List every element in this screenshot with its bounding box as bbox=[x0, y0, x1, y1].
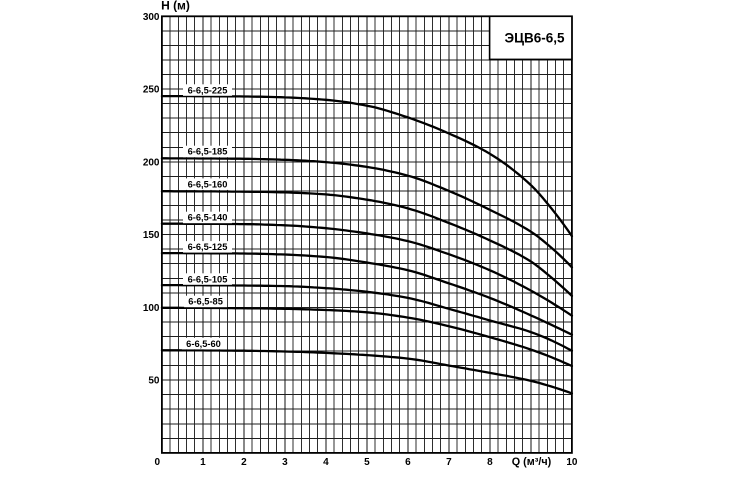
svg-text:6-6,5-125: 6-6,5-125 bbox=[188, 242, 228, 252]
svg-text:0: 0 bbox=[155, 457, 161, 468]
svg-text:6-6,5-60: 6-6,5-60 bbox=[186, 339, 221, 349]
svg-text:8: 8 bbox=[487, 457, 493, 468]
svg-text:6-6,5-105: 6-6,5-105 bbox=[188, 274, 228, 284]
svg-text:6-6,5-160: 6-6,5-160 bbox=[188, 179, 228, 189]
svg-text:6: 6 bbox=[405, 457, 411, 468]
svg-text:6-6,5-225: 6-6,5-225 bbox=[188, 85, 228, 95]
svg-text:300: 300 bbox=[143, 12, 160, 23]
svg-text:5: 5 bbox=[364, 457, 370, 468]
svg-text:7: 7 bbox=[446, 457, 452, 468]
svg-text:200: 200 bbox=[143, 157, 160, 168]
svg-text:Q (м³/ч): Q (м³/ч) bbox=[512, 456, 552, 468]
svg-text:250: 250 bbox=[143, 85, 160, 96]
svg-text:3: 3 bbox=[282, 457, 288, 468]
svg-text:1: 1 bbox=[200, 457, 206, 468]
svg-text:150: 150 bbox=[143, 230, 160, 241]
svg-text:6-6,5-85: 6-6,5-85 bbox=[188, 297, 223, 307]
svg-text:H (м): H (м) bbox=[161, 0, 190, 13]
svg-text:50: 50 bbox=[148, 376, 160, 387]
svg-text:100: 100 bbox=[143, 303, 160, 314]
svg-text:10: 10 bbox=[566, 457, 578, 468]
svg-text:4: 4 bbox=[323, 457, 329, 468]
svg-text:6-6,5-140: 6-6,5-140 bbox=[188, 213, 228, 223]
svg-text:2: 2 bbox=[241, 457, 247, 468]
svg-text:ЭЦВ6-6,5: ЭЦВ6-6,5 bbox=[505, 31, 565, 46]
svg-text:6-6,5-185: 6-6,5-185 bbox=[188, 147, 228, 157]
